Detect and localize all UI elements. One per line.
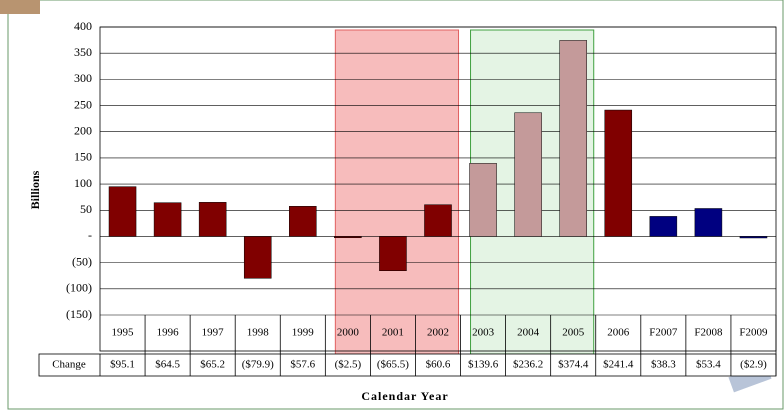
bar [109,187,136,237]
bar [334,236,361,237]
y-tick-label: (150) [66,307,92,321]
y-tick-label: 150 [74,150,92,164]
x-tick-label: 1999 [292,327,315,339]
value-label: $60.6 [426,359,451,371]
value-label: $65.2 [200,359,225,371]
chart: Billions Calendar Year 40035030025020015… [0,0,784,410]
bar [424,205,451,237]
x-tick-label: F2008 [694,327,723,339]
value-label: $139.6 [468,359,499,371]
bar [470,163,497,236]
value-label: $236.2 [513,359,543,371]
value-label: $38.3 [651,359,676,371]
bar [244,236,271,278]
y-tick-label: 400 [74,19,92,33]
table-row-label: Change [52,359,86,371]
x-tick-label: 1996 [157,327,180,339]
y-tick-label: 50 [80,202,92,216]
value-label: ($79.9) [242,359,274,371]
y-tick-label: 100 [74,176,92,190]
value-label: ($65.5) [377,359,409,371]
value-label: $374.4 [558,359,589,371]
y-tick-label: 250 [74,97,92,111]
bar [379,236,406,270]
x-tick-label: 2003 [472,327,495,339]
y-tick-label: 200 [74,123,92,137]
x-tick-label: 1995 [112,327,135,339]
bar [605,110,632,236]
x-tick-label: 2002 [427,327,449,339]
bar [650,216,677,236]
value-label: $53.4 [696,359,721,371]
bar [695,208,722,236]
value-label: $64.5 [155,359,180,371]
value-label: ($2.5) [335,359,362,371]
value-label: $57.6 [290,359,315,371]
value-label: $95.1 [110,359,135,371]
highlight-box [335,30,458,354]
x-tick-label: 2004 [517,327,540,339]
bar [515,113,542,237]
value-label: ($2.9) [740,359,767,371]
x-tick-label: 1997 [202,327,225,339]
x-tick-label: 2005 [562,327,585,339]
bar [560,40,587,236]
x-tick-label: 2000 [337,327,360,339]
bar [740,236,767,238]
y-tick-label: (50) [72,254,92,268]
x-tick-label: 2001 [382,327,404,339]
y-tick-label: 350 [74,45,92,59]
y-tick-label: - [88,228,92,242]
x-tick-label: 2006 [607,327,630,339]
y-tick-label: (100) [66,281,92,295]
y-axis-label: Billions [28,170,42,209]
y-tick-label: 300 [74,71,92,85]
corner-image [0,0,40,14]
bar [199,202,226,236]
x-tick-label: F2007 [649,327,678,339]
value-label: $241.4 [603,359,634,371]
x-tick-label: F2009 [739,327,768,339]
x-axis-label: Calendar Year [361,389,448,403]
bar [154,203,181,237]
bar [289,206,316,236]
x-tick-label: 1998 [247,327,270,339]
